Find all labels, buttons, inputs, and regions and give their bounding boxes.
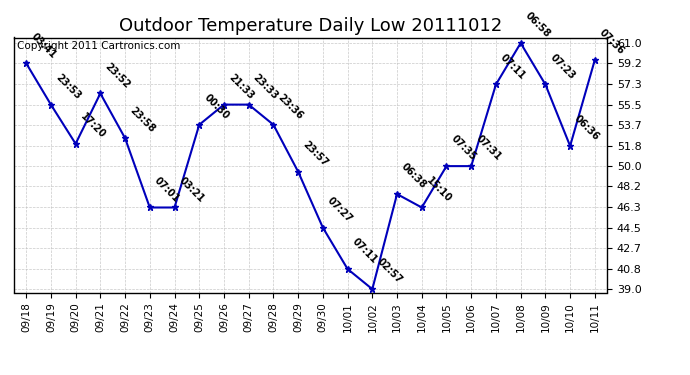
- Text: 07:27: 07:27: [326, 195, 355, 224]
- Text: 23:57: 23:57: [301, 140, 330, 168]
- Text: 21:33: 21:33: [226, 72, 255, 101]
- Text: Copyright 2011 Cartronics.com: Copyright 2011 Cartronics.com: [17, 41, 180, 51]
- Text: 23:53: 23:53: [53, 72, 82, 101]
- Text: 00:30: 00:30: [201, 92, 230, 122]
- Text: 07:36: 07:36: [598, 27, 627, 57]
- Text: 23:52: 23:52: [103, 61, 132, 90]
- Text: 06:36: 06:36: [573, 114, 602, 142]
- Title: Outdoor Temperature Daily Low 20111012: Outdoor Temperature Daily Low 20111012: [119, 16, 502, 34]
- Text: 03:21: 03:21: [177, 175, 206, 204]
- Text: 17:20: 17:20: [78, 111, 107, 140]
- Text: 07:11: 07:11: [498, 52, 527, 81]
- Text: 07:23: 07:23: [548, 52, 577, 81]
- Text: 23:58: 23:58: [128, 106, 157, 135]
- Text: 07:35: 07:35: [449, 134, 478, 163]
- Text: 07:31: 07:31: [474, 134, 503, 163]
- Text: 06:58: 06:58: [523, 10, 552, 40]
- Text: 07:11: 07:11: [350, 237, 379, 266]
- Text: 07:01: 07:01: [152, 175, 181, 204]
- Text: 23:33: 23:33: [251, 72, 280, 101]
- Text: 02:57: 02:57: [375, 257, 404, 286]
- Text: 03:41: 03:41: [29, 31, 58, 60]
- Text: 15:10: 15:10: [424, 175, 453, 204]
- Text: 23:36: 23:36: [276, 92, 305, 122]
- Text: 06:38: 06:38: [400, 162, 428, 191]
